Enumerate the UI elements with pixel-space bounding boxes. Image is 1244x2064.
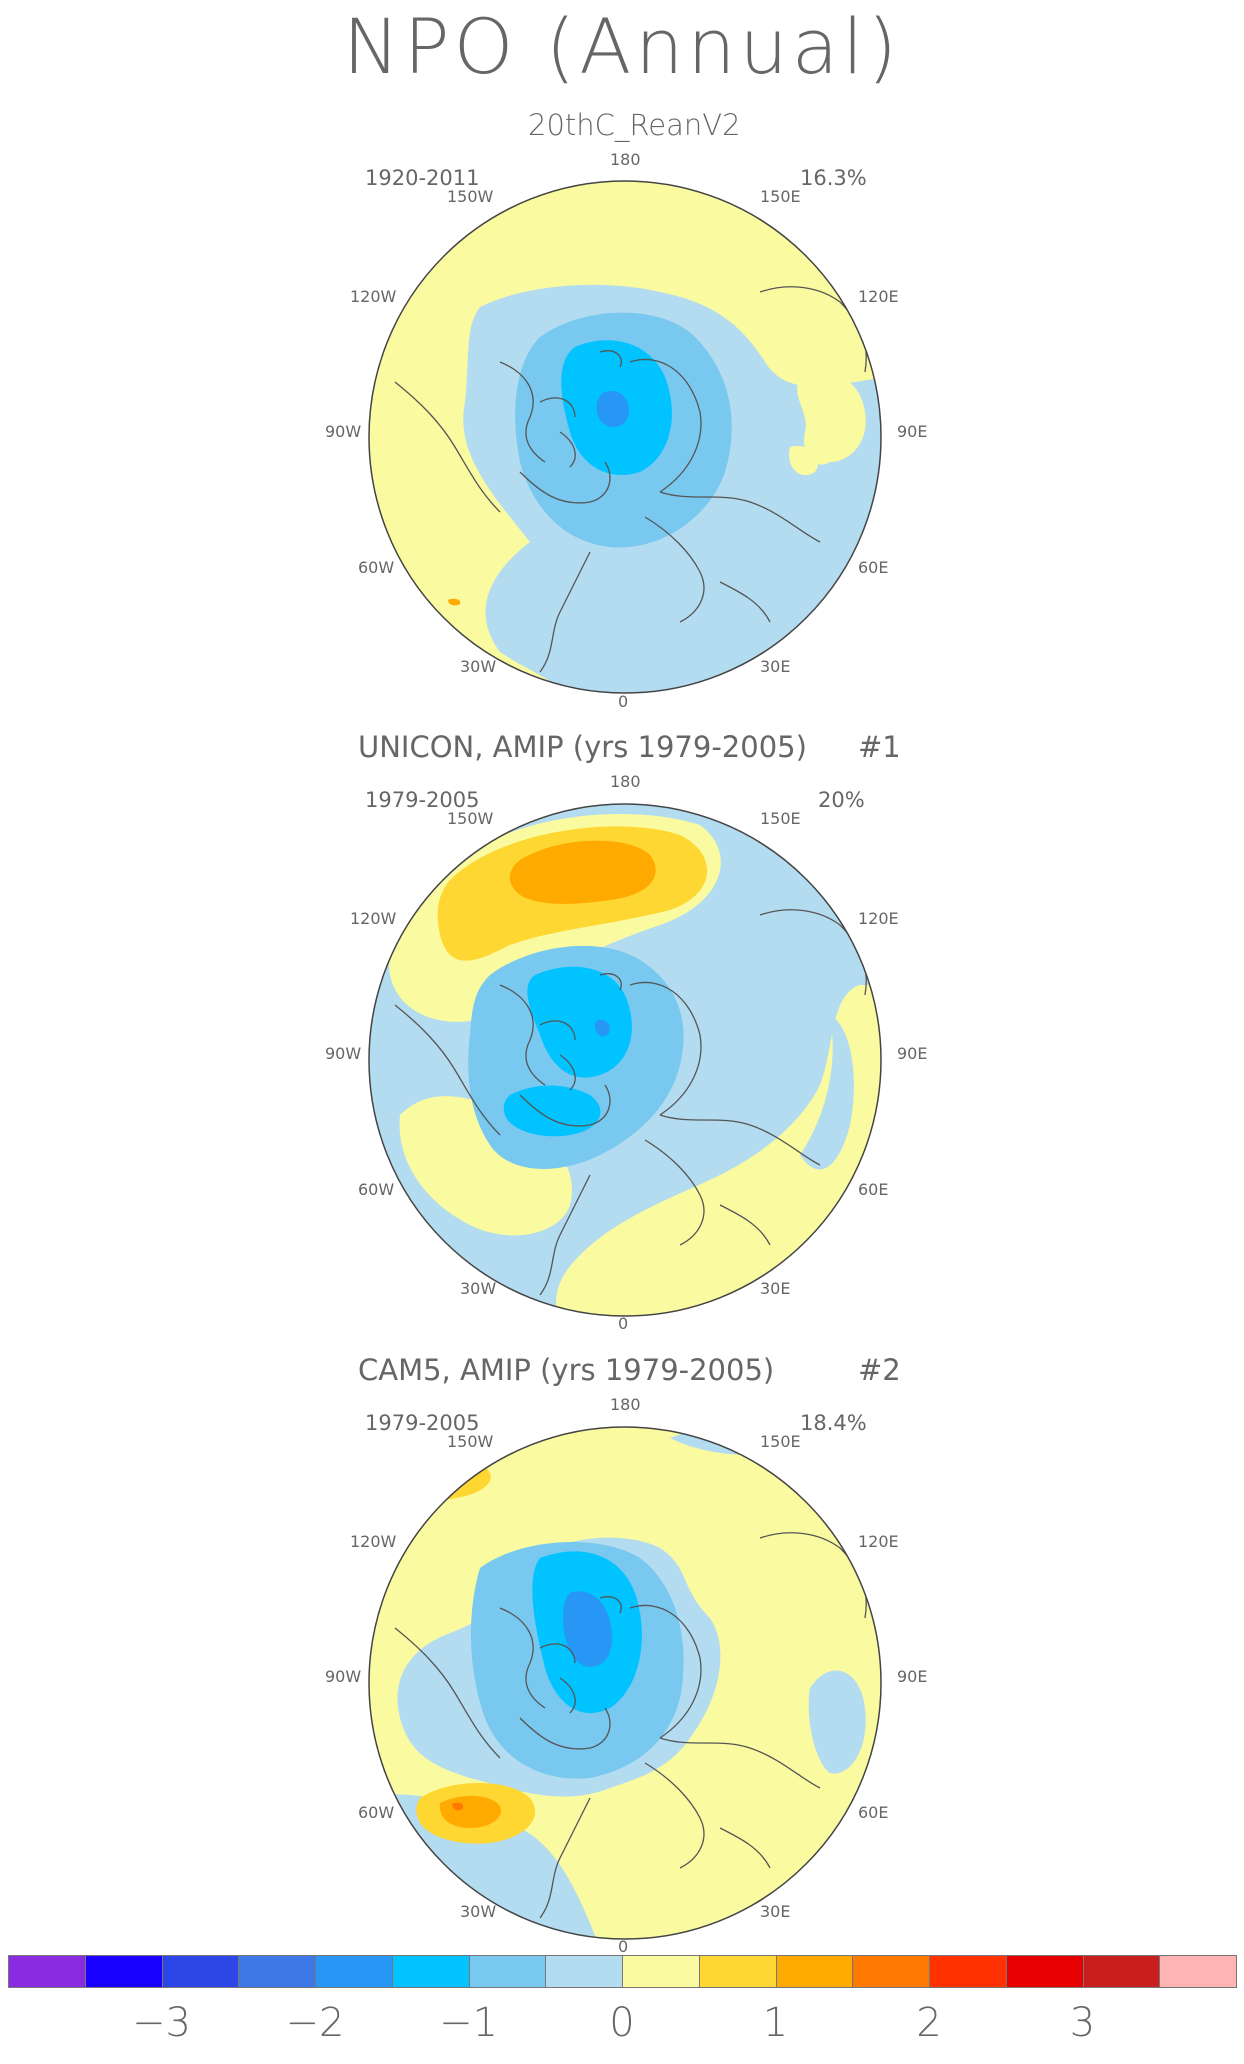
panel-3-lon-60e: 60E [858, 1803, 889, 1822]
colorbar-swatch [852, 1955, 930, 1988]
panel-3-heading: CAM5, AMIP (yrs 1979-2005) [358, 1353, 775, 1387]
panel-1-lon-60w: 60W [358, 558, 395, 577]
panel-2-lon-30w: 30W [460, 1279, 497, 1298]
colorbar [8, 1955, 1237, 1988]
panel-3-lon-150w: 150W [447, 1432, 494, 1451]
panel-3-dark-orange-spot [452, 1802, 464, 1811]
panel-3-lon-120w: 120W [350, 1532, 397, 1551]
colorbar-tick-label: −1 [439, 2000, 498, 2046]
panel-1-lon-120w: 120W [350, 287, 397, 306]
panel-2-lon-180: 180 [610, 772, 641, 791]
panel-3-lon-90e: 90E [897, 1667, 928, 1686]
colorbar-swatch [391, 1955, 470, 1988]
panel-1-orange-spot [448, 598, 461, 606]
panel-2-blue-core [594, 1019, 610, 1037]
panel-2-lon-60e: 60E [858, 1180, 889, 1199]
colorbar-swatch [929, 1955, 1007, 1988]
panel-3-lon-180: 180 [610, 1395, 641, 1414]
colorbar-tick-label: 1 [762, 2000, 789, 2046]
colorbar-tick-label: 2 [916, 2000, 942, 2046]
panel-2-heading: UNICON, AMIP (yrs 1979-2005) [358, 730, 807, 764]
panel-2-polar-map [368, 803, 882, 1317]
panel-3-blue-core [563, 1591, 613, 1667]
colorbar-tick-label: 0 [609, 2000, 635, 2046]
colorbar-swatch [1082, 1955, 1161, 1988]
panel-1-lon-90w: 90W [325, 422, 362, 441]
panel-2-map-border [368, 803, 882, 1317]
panel-3-lon-90w: 90W [325, 1667, 362, 1686]
panel-2-lon-90e: 90E [897, 1044, 928, 1063]
panel-1-lon-150e: 150E [760, 187, 801, 206]
colorbar-tick-label: −3 [132, 2000, 191, 2046]
panel-1-polar-map [368, 180, 882, 694]
panel-1-lon-150w: 150W [447, 187, 494, 206]
panel-2-lon-0: 0 [618, 1314, 629, 1333]
panel-3-light-blue-east [808, 1670, 866, 1774]
panel-1-coastlines [394, 286, 867, 673]
figure-title: NPO (Annual) [342, 2, 902, 91]
colorbar-tick-label: 3 [1069, 2000, 1096, 2046]
panel-1-variance: 16.3% [800, 166, 867, 190]
panel-3-lon-0: 0 [618, 1937, 629, 1956]
colorbar-swatch [468, 1955, 547, 1988]
colorbar-swatch [622, 1955, 700, 1988]
panel-2-lon-120w: 120W [350, 909, 397, 928]
panel-2-lon-30e: 30E [760, 1279, 791, 1298]
colorbar-swatch [545, 1955, 623, 1988]
panel-3-coastlines [394, 1532, 867, 1919]
panel-2-number: #1 [858, 730, 901, 764]
panel-1-lon-30e: 30E [760, 657, 791, 676]
panel-2-cyan-south [503, 1085, 601, 1137]
panel-2-blue-east-gap [800, 1015, 854, 1170]
panel-3-number: #2 [858, 1353, 901, 1387]
panel-1-lon-120e: 120E [858, 287, 899, 306]
panel-1-map-border [368, 180, 882, 694]
panel-1-heading: 20thC_ReanV2 [528, 108, 741, 142]
panel-1-lon-30w: 30W [460, 657, 497, 676]
panel-2-period: 1979-2005 [365, 788, 480, 812]
panel-1-lon-180: 180 [610, 150, 641, 169]
panel-2-cyan-north [527, 966, 632, 1078]
panel-1-yellow-blob [797, 373, 866, 465]
panel-1-lon-0: 0 [618, 692, 629, 711]
panel-1-yellow-blob-2 [789, 446, 819, 476]
panel-2-lon-150e: 150E [760, 809, 801, 828]
panel-2-lon-90w: 90W [325, 1044, 362, 1063]
colorbar-swatch [1159, 1955, 1237, 1988]
colorbar-swatch [8, 1955, 86, 1988]
panel-3-period: 1979-2005 [365, 1411, 480, 1435]
panel-3-lon-30w: 30W [460, 1902, 497, 1921]
panel-3-variance: 18.4% [800, 1411, 867, 1435]
colorbar-swatch [775, 1955, 854, 1988]
colorbar-swatch [84, 1955, 163, 1988]
panel-2-orange-core [509, 840, 656, 904]
panel-3-lon-150e: 150E [760, 1432, 801, 1451]
panel-1-blue-core [596, 391, 629, 428]
panel-1-lon-90e: 90E [897, 422, 928, 441]
colorbar-swatch [698, 1955, 777, 1988]
panel-1-lon-60e: 60E [858, 558, 889, 577]
panel-2-variance: 20% [818, 788, 865, 812]
panel-2-lon-60w: 60W [358, 1180, 395, 1199]
panel-2-coastlines [394, 909, 867, 1296]
panel-3-lon-60w: 60W [358, 1803, 395, 1822]
panel-1-period: 1920-2011 [365, 166, 480, 190]
panel-3-map-border [368, 1426, 882, 1940]
colorbar-swatch [315, 1955, 393, 1988]
panel-3-polar-map [368, 1426, 882, 1940]
colorbar-tick-label: −2 [285, 2000, 345, 2046]
panel-3-lon-30e: 30E [760, 1902, 791, 1921]
panel-2-lon-150w: 150W [447, 809, 494, 828]
panel-3-lon-120e: 120E [858, 1532, 899, 1551]
colorbar-swatch [161, 1955, 240, 1988]
colorbar-swatch [1005, 1955, 1084, 1988]
colorbar-swatch [238, 1955, 316, 1988]
panel-2-lon-120e: 120E [858, 909, 899, 928]
